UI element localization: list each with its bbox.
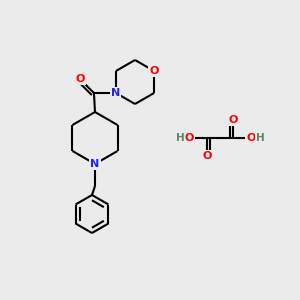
Text: N: N bbox=[111, 88, 121, 98]
Text: O: O bbox=[202, 151, 212, 161]
Text: H: H bbox=[176, 133, 184, 143]
Text: H: H bbox=[256, 133, 264, 143]
Text: N: N bbox=[90, 159, 100, 169]
Text: O: O bbox=[228, 115, 238, 125]
Text: O: O bbox=[246, 133, 256, 143]
Text: O: O bbox=[149, 66, 159, 76]
Text: O: O bbox=[184, 133, 194, 143]
Text: O: O bbox=[75, 74, 85, 84]
